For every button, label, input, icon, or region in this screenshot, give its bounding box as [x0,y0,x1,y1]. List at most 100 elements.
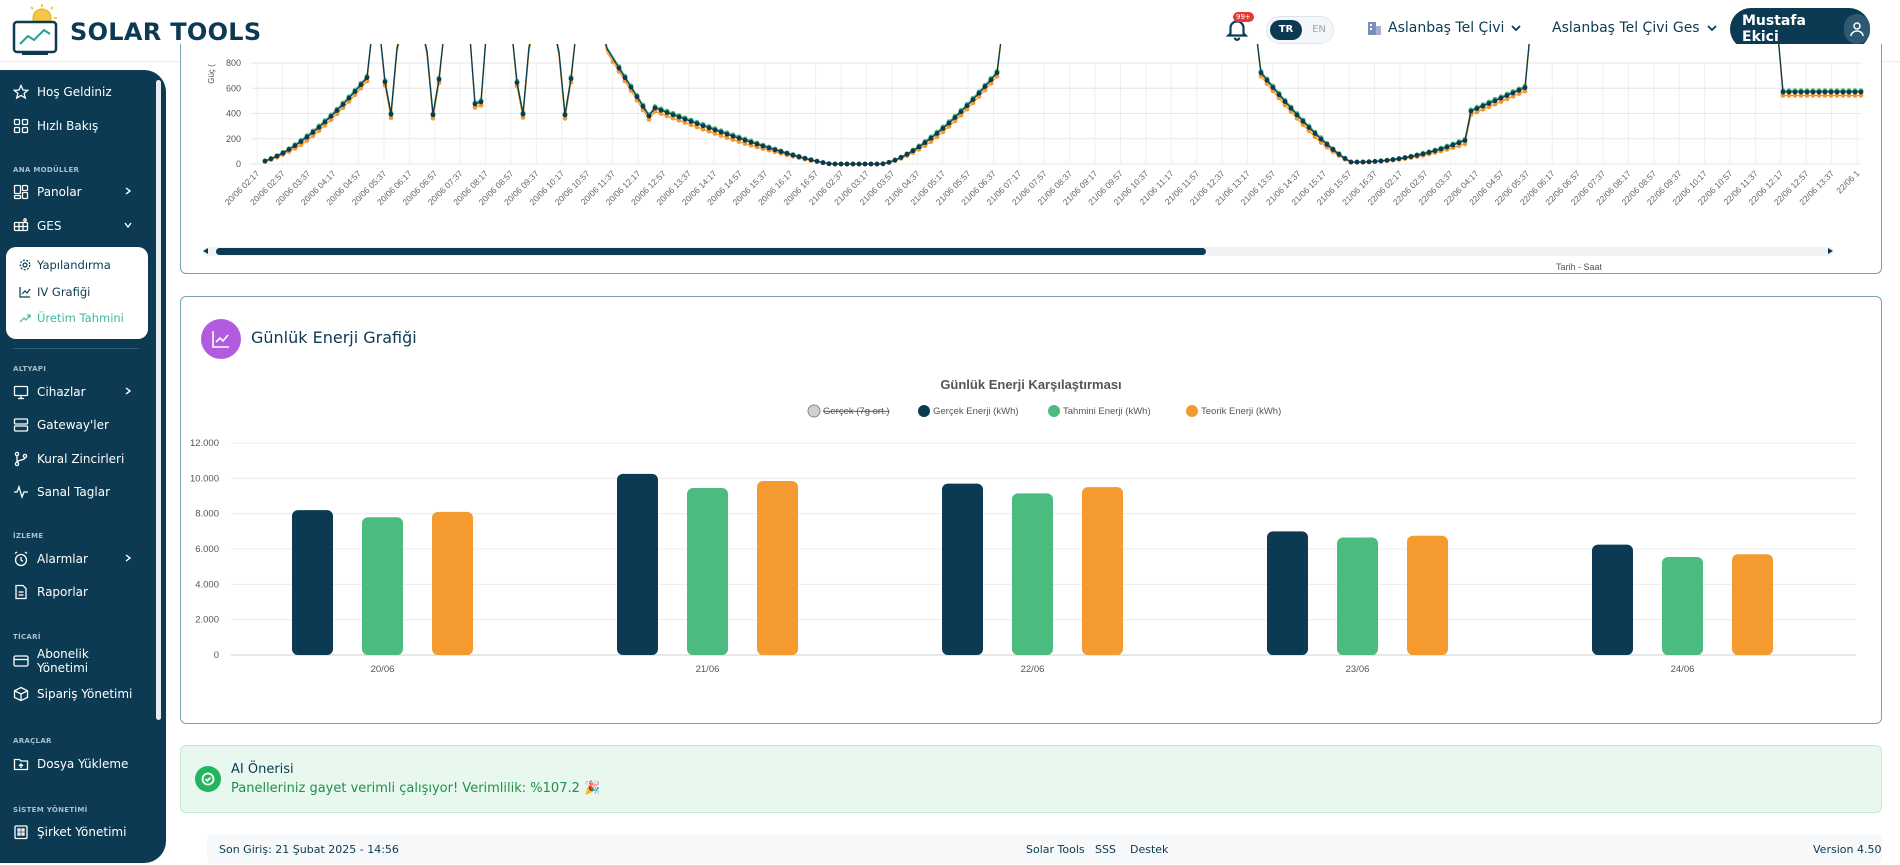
power-series-point [736,135,742,141]
power-series-point [1498,99,1504,104]
sidebar-item-quick-view[interactable]: Hızlı Bakış [13,115,133,137]
x-tick-label: 24/06 [1671,664,1695,675]
footer-link-support[interactable]: Destek [1130,843,1169,856]
organization-select[interactable]: Aslanbaş Tel Çivi [1366,20,1522,36]
sidebar-item-alarms[interactable]: Alarmlar [13,548,133,570]
submenu-item-label: Üretim Tahmini [37,311,124,325]
power-series-point [976,90,982,96]
sidebar-item-welcome[interactable]: Hoş Geldiniz [13,81,133,103]
power-series-line [264,23,1861,165]
power-series-point [1798,92,1804,98]
power-series-point [322,122,328,128]
ai-suggestion-title: AI Önerisi [231,762,294,777]
power-series-point [922,140,928,146]
power-series-point [946,124,952,129]
sidebar-scrollbar[interactable] [156,80,161,720]
power-series-point [310,129,316,135]
y-tick-label: 8.000 [195,509,219,520]
power-series-point [1414,152,1420,158]
sidebar-item-orders[interactable]: Sipariş Yönetimi [13,683,133,705]
sidebar-item-rule-chains[interactable]: Kural Zincirleri [13,448,133,470]
power-series-point [1816,92,1822,98]
lang-tr-option[interactable]: TR [1270,20,1302,40]
y-tick-label: 6.000 [195,544,219,555]
section-label-monitoring: İZLEME [13,532,44,540]
y-axis-label: Güç ( [207,64,216,84]
power-series-line [264,23,1861,165]
power-series-point [1294,112,1300,118]
power-series-point [1282,99,1288,104]
power-series-point [814,158,820,164]
power-series-point [694,124,700,130]
submenu-item-iv-chart[interactable]: IV Grafiği [19,282,90,302]
sidebar-item-subscriptions[interactable]: Abonelik Yönetimi [13,647,133,675]
power-series-point [1516,87,1522,93]
power-series-point [634,94,640,100]
ai-suggestion-card: AI Önerisi Panelleriniz gayet verimli ça… [180,745,1882,813]
legend-swatch [807,404,821,418]
sidebar-item-file-upload[interactable]: Dosya Yükleme [13,753,133,775]
footer-link-solar-tools[interactable]: Solar Tools [1026,843,1085,856]
footer-link-faq[interactable]: SSS [1095,843,1116,856]
power-series-point [1264,77,1270,83]
check-circle-icon [195,766,221,792]
power-series-point [1354,159,1360,165]
chevron-down-icon [1511,25,1522,32]
power-series-point [754,141,760,147]
power-series-point [934,134,940,140]
power-series-point [292,143,298,149]
power-series-point [1504,96,1510,102]
power-series-point [1510,90,1516,96]
power-series-point [850,161,856,167]
power-series-point [514,80,520,86]
power-series-point [1810,92,1816,98]
y-tick-label: 2.000 [195,615,219,626]
file-text-icon [15,584,27,600]
chart-scrollbar[interactable] [203,247,1833,256]
sidebar-item-reports[interactable]: Raporlar [13,581,133,603]
sidebar-item-ges[interactable]: GES [13,215,133,237]
notification-bell-icon[interactable] [1224,16,1250,42]
power-series-point [1858,92,1864,98]
chart-scrollbar-thumb[interactable] [216,248,1206,255]
power-series-point [940,129,946,135]
user-menu-button[interactable]: Mustafa Ekici [1730,8,1870,50]
power-series-point [1846,92,1852,98]
power-series-point [1318,136,1324,142]
power-series-point [628,84,634,90]
power-series-point [958,109,964,115]
lang-en-option[interactable]: EN [1312,24,1326,35]
power-series-point [340,102,346,107]
submenu-item-configuration[interactable]: Yapılandırma [19,255,111,275]
sidebar-item-virtual-tags[interactable]: Sanal Taglar [13,481,133,503]
scroll-left-arrow-icon[interactable] [203,248,208,254]
power-series-point [964,103,970,109]
power-series-point [520,111,526,117]
language-toggle[interactable]: TR EN [1266,16,1334,44]
power-series-point [898,155,904,160]
power-series-point [1840,89,1846,95]
power-series-point [1390,157,1396,162]
sidebar-item-company-mgmt[interactable]: Şirket Yönetimi [13,821,133,843]
chevron-down-icon [1706,25,1717,32]
power-series-point [478,99,484,105]
y-tick-label: 0 [236,159,241,169]
submenu-item-production-forecast[interactable]: Üretim Tahmini [19,308,124,328]
power-series-point [280,150,286,156]
power-series-line [264,23,1861,165]
power-series-point [1360,159,1366,165]
sidebar-item-panels[interactable]: Panolar [13,181,133,203]
plant-select[interactable]: Aslanbaş Tel Çivi Ges [1552,20,1718,36]
sidebar-item-devices[interactable]: Cihazlar [13,381,133,403]
power-series-point [1492,101,1498,107]
chevron-right-icon [125,387,132,395]
power-series-point [316,124,322,130]
power-series-point [1306,128,1312,134]
power-series-point [298,139,304,144]
ai-suggestion-text: Panelleriniz gayet verimli çalışıyor! Ve… [231,781,601,796]
power-series-point [274,153,280,159]
sidebar-item-gateways[interactable]: Gateway'ler [13,414,133,436]
scroll-right-arrow-icon[interactable] [1828,248,1833,254]
power-series-point [1342,156,1348,161]
building-icon [1368,22,1381,35]
